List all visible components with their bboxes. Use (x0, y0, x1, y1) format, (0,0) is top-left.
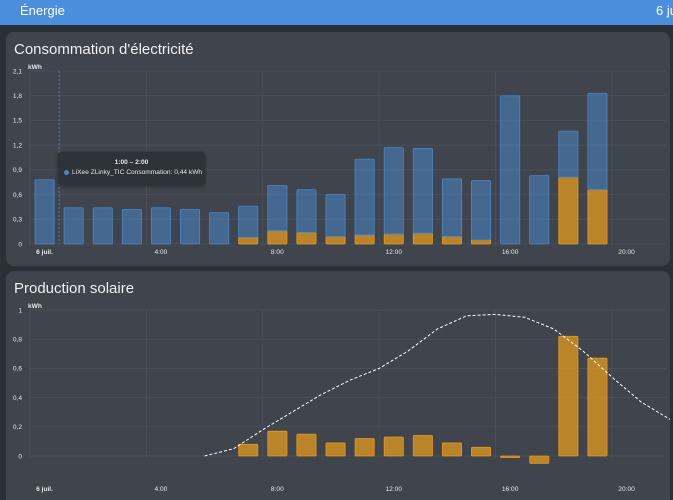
date-range-label[interactable]: 6 ju (656, 3, 673, 18)
y-tick-label: 0,8 (13, 337, 22, 344)
solar-bar[interactable] (441, 236, 462, 245)
consumption-bar[interactable] (500, 95, 521, 245)
x-tick-label: 16:00 (502, 486, 519, 493)
consumption-bar[interactable] (383, 147, 404, 235)
consumption-bar[interactable] (267, 185, 288, 232)
solar-bar[interactable] (325, 442, 346, 457)
solar-bar[interactable] (412, 232, 433, 245)
x-tick-label: 6 juil. (36, 486, 53, 493)
y-tick-label: 1,2 (13, 142, 22, 149)
y-tick-label: 0 (18, 241, 22, 248)
x-tick-label: 8:00 (271, 486, 284, 493)
consumption-bar[interactable] (296, 189, 317, 233)
x-tick-label: 12:00 (385, 249, 402, 256)
tooltip-value: LiXee ZLinky_TIC Consommation: 0,44 kWh (72, 169, 203, 176)
consumption-bar[interactable] (412, 148, 433, 234)
solar-card-title: Production solaire (14, 280, 135, 297)
y-unit-label: kWh (28, 64, 42, 71)
consumption-bar[interactable] (354, 158, 375, 236)
consumption-chart[interactable]: 0 0,3 0,6 0,9 1,2 1,5 1,8 2,1 6 juil. 4:00 8:00 12:… (6, 32, 670, 266)
tooltip-series-dot (64, 170, 69, 175)
consumption-card: Consommation d'électricité 0 0,3 0,6 0,9 1,2… (6, 32, 670, 266)
x-tick-label: 20:00 (618, 486, 635, 493)
consumption-bar[interactable] (121, 208, 142, 245)
page-title: Énergie (20, 3, 65, 18)
solar-bar[interactable] (383, 436, 404, 457)
consumption-bar[interactable] (587, 92, 608, 191)
tooltip-title: 1:00 – 2:00 (114, 159, 149, 166)
solar-bar[interactable] (354, 234, 375, 245)
solar-bar[interactable] (587, 189, 608, 245)
top-app-bar: Énergie 6 ju (0, 0, 673, 25)
consumption-bar[interactable] (558, 130, 579, 178)
y-tick-label: 0,6 (13, 366, 22, 373)
consumption-bar[interactable] (92, 207, 113, 245)
solar-bar[interactable] (471, 239, 492, 245)
x-tick-label: 20:00 (618, 249, 635, 256)
y-unit-label: kWh (28, 303, 42, 310)
consumption-bar[interactable] (209, 212, 230, 245)
solar-bar[interactable] (558, 176, 579, 245)
consumption-bar[interactable] (238, 205, 259, 238)
x-tick-label: 16:00 (502, 249, 519, 256)
y-tick-label: 1 (18, 307, 22, 314)
y-tick-label: 0,6 (13, 192, 22, 199)
solar-bar[interactable] (296, 433, 317, 457)
solar-bar[interactable] (383, 233, 404, 245)
solar-bar[interactable] (471, 446, 492, 457)
consumption-card-title: Consommation d'électricité (14, 41, 194, 58)
consumption-bar[interactable] (529, 175, 550, 245)
x-tick-label: 6 juil. (36, 249, 53, 256)
solar-bar[interactable] (412, 435, 433, 457)
solar-bar[interactable] (354, 438, 375, 457)
solar-bar[interactable] (529, 455, 550, 464)
consumption-bar[interactable] (325, 194, 346, 237)
solar-card: Production solaire 0 0,2 0,4 0,6 0,8 1 6 juil.… (6, 271, 670, 500)
x-tick-label: 12:00 (385, 486, 402, 493)
consumption-bar[interactable] (34, 179, 55, 245)
y-tick-label: 0,4 (13, 395, 22, 402)
forecast-line (204, 313, 670, 457)
solar-bar[interactable] (267, 430, 288, 457)
y-tick-label: 0,3 (13, 217, 22, 224)
y-tick-label: 0 (18, 453, 22, 460)
solar-bar[interactable] (238, 443, 259, 457)
solar-chart[interactable]: 0 0,2 0,4 0,6 0,8 1 6 juil. 4:00 8:00 12:00 16:00 2… (6, 271, 670, 500)
consumption-bar[interactable] (441, 178, 462, 237)
solar-bar[interactable] (441, 442, 462, 457)
consumption-bar[interactable] (150, 207, 171, 245)
y-tick-label: 1,5 (13, 118, 22, 125)
y-tick-label: 1,8 (13, 93, 22, 100)
y-tick-label: 0,2 (13, 424, 22, 431)
consumption-bar[interactable] (180, 208, 201, 245)
solar-bar[interactable] (558, 335, 579, 457)
solar-bar[interactable] (296, 232, 317, 245)
chart-tooltip: 1:00 – 2:00 LiXee ZLinky_TIC Consommatio… (58, 152, 205, 185)
x-tick-label: 8:00 (271, 249, 284, 256)
solar-bar[interactable] (267, 230, 288, 245)
solar-bar[interactable] (587, 357, 608, 457)
x-tick-label: 4:00 (155, 486, 168, 493)
solar-bar[interactable] (500, 455, 521, 458)
y-tick-label: 2,1 (13, 68, 22, 75)
solar-bar[interactable] (238, 237, 259, 245)
consumption-bar[interactable] (63, 207, 84, 245)
x-tick-label: 4:00 (155, 249, 168, 256)
consumption-bar[interactable] (471, 180, 492, 241)
solar-bar[interactable] (325, 236, 346, 245)
y-tick-label: 0,9 (13, 167, 22, 174)
